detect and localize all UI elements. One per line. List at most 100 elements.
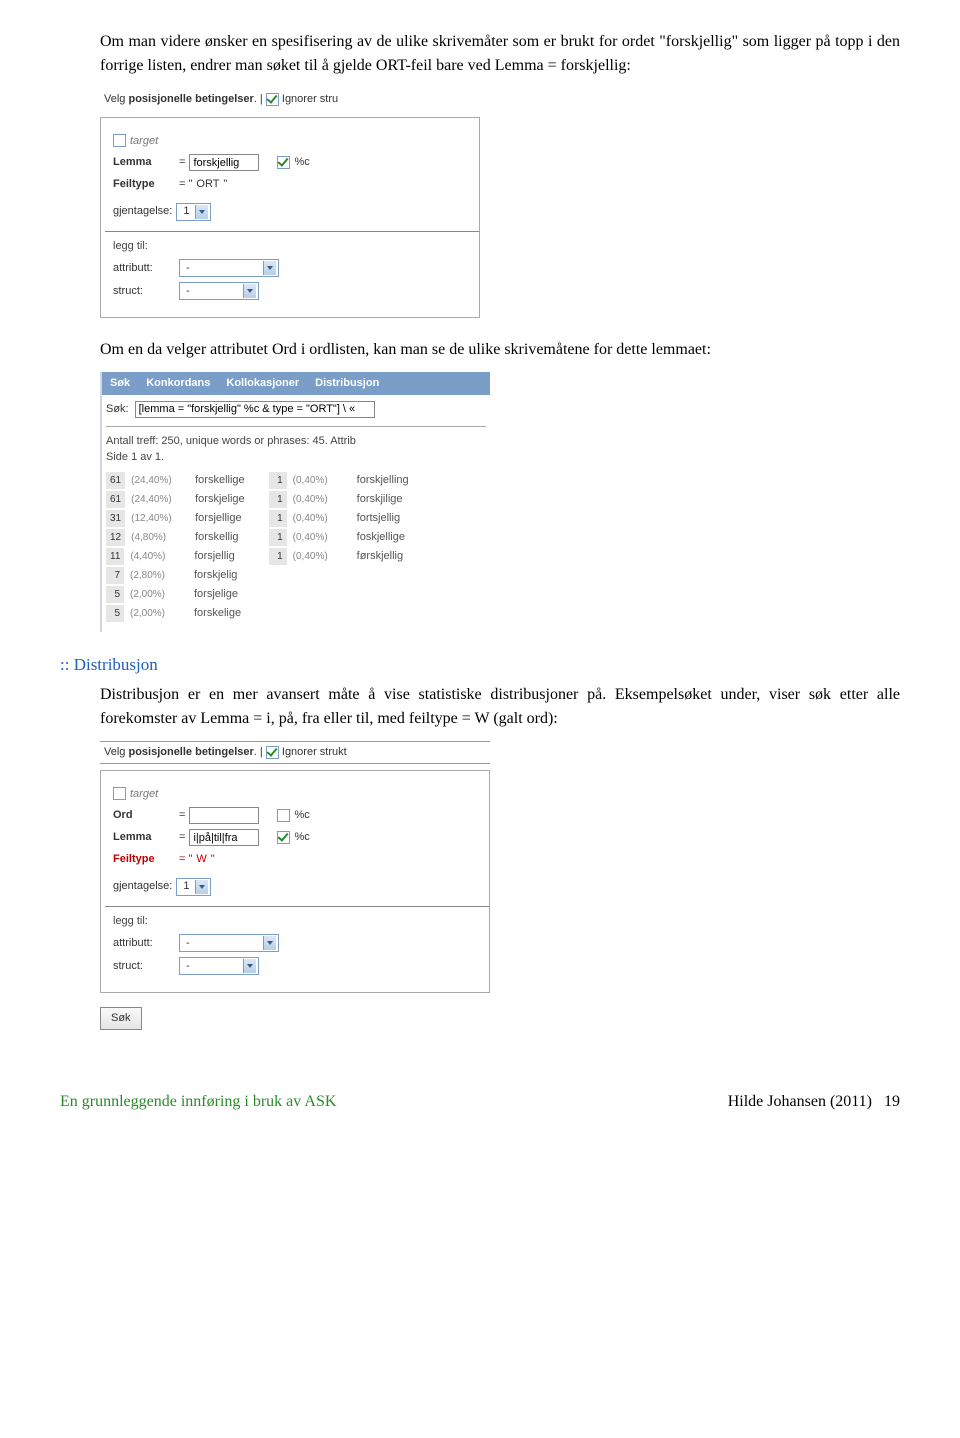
repeat-value: 1 <box>179 878 193 895</box>
count: 1 <box>269 472 287 489</box>
percent: (0,40%) <box>293 530 351 545</box>
results-grid: 61 (24,40%) forskellige 61(24,40%)forskjeli… <box>102 470 490 632</box>
count: 61 <box>106 472 125 489</box>
count: 5 <box>106 605 124 622</box>
query-box: target Lemma = %c Feiltype = "ORT" gjent… <box>100 117 480 319</box>
repeat-value: 1 <box>179 203 193 220</box>
struct-select[interactable]: - <box>179 282 259 300</box>
result-row: 1(0,40%)foskjellige <box>269 529 409 546</box>
feiltype-label: Feiltype <box>113 176 175 193</box>
struct-label: struct: <box>113 283 175 300</box>
word: forsjelige <box>194 586 238 603</box>
repeat-select[interactable]: 1 <box>176 203 211 221</box>
panel1-header: Velg posisjonelle betingelser. | Ignorer… <box>100 88 480 111</box>
search-button[interactable]: Søk <box>100 1007 142 1030</box>
result-row: 1(0,40%)forskjilige <box>269 491 409 508</box>
results-panel: Søk Konkordans Kollokasjoner Distribusjo… <box>100 372 490 632</box>
pc-label: %c <box>294 829 309 846</box>
word: førskjellig <box>357 548 403 565</box>
count: 5 <box>106 586 124 603</box>
count: 12 <box>106 529 125 546</box>
ignore-checkbox[interactable] <box>266 746 279 759</box>
word: forskelige <box>194 605 241 622</box>
ord-input[interactable] <box>189 807 259 824</box>
divider <box>105 231 479 232</box>
result-row: 61(24,40%)forskjelige <box>106 491 245 508</box>
struct-value: - <box>182 958 194 975</box>
lemma-label: Lemma <box>113 154 175 171</box>
attr-select[interactable]: - <box>179 259 279 277</box>
percent: (0,40%) <box>293 549 351 564</box>
attr-label: attributt: <box>113 260 175 277</box>
text-bold: posisjonelle betingelser <box>128 93 253 105</box>
equals: = <box>179 829 185 846</box>
repeat-label: gjentagelse: <box>113 878 172 895</box>
result-row: 1 (0,40%) forskjelling <box>269 472 409 489</box>
result-row: 5(2,00%)forsjelige <box>106 586 245 603</box>
feiltype-value: ORT <box>196 176 219 193</box>
percent: (4,80%) <box>131 530 189 545</box>
percent: (2,00%) <box>130 606 188 621</box>
page-footer: En grunnleggende innføring i bruk av ASK… <box>60 1090 900 1114</box>
paragraph-1: Om man videre ønsker en spesifisering av… <box>60 30 900 78</box>
text: Velg <box>104 93 128 105</box>
equals: = " <box>179 176 192 193</box>
text: Ignorer stru <box>279 93 338 105</box>
percent: (0,40%) <box>293 473 351 488</box>
chevron-down-icon <box>263 936 276 950</box>
divider <box>106 426 486 427</box>
lemma-input[interactable] <box>189 829 259 846</box>
stats-line: Antall treff: 250, unique words or phras… <box>106 433 486 450</box>
repeat-label: gjentagelse: <box>113 203 172 220</box>
search-input[interactable] <box>135 401 375 418</box>
tab-sok[interactable]: Søk <box>110 375 130 392</box>
word: forskellige <box>195 472 245 489</box>
lemma-input[interactable] <box>189 154 259 171</box>
text-bold: posisjonelle betingelser <box>128 746 253 758</box>
percent: (12,40%) <box>131 511 189 526</box>
word: foskjellige <box>357 529 405 546</box>
target-checkbox[interactable] <box>113 134 126 147</box>
struct-select[interactable]: - <box>179 957 259 975</box>
percent: (24,40%) <box>131 492 189 507</box>
pc-checkbox[interactable] <box>277 809 290 822</box>
footer-author-page: Hilde Johansen (2011) 19 <box>728 1090 900 1114</box>
ignore-checkbox[interactable] <box>266 93 279 106</box>
tab-konkordans[interactable]: Konkordans <box>146 375 210 392</box>
result-row: 11(4,40%)forsjellig <box>106 548 245 565</box>
word: forskjelig <box>194 567 237 584</box>
word: forskjelling <box>357 472 409 489</box>
target-checkbox[interactable] <box>113 787 126 800</box>
footer-title: En grunnleggende innføring i bruk av ASK <box>60 1090 336 1114</box>
count: 11 <box>106 548 124 565</box>
chevron-down-icon <box>195 205 208 219</box>
struct-value: - <box>182 283 194 300</box>
equals: = " <box>179 851 192 868</box>
text: Ignorer strukt <box>279 746 347 758</box>
tab-kollokasjoner[interactable]: Kollokasjoner <box>226 375 299 392</box>
quote: " <box>223 176 227 193</box>
query-panel-1: Velg posisjonelle betingelser. | Ignorer… <box>100 88 480 318</box>
tab-distribusjon[interactable]: Distribusjon <box>315 375 379 392</box>
pc-checkbox[interactable] <box>277 156 290 169</box>
attr-value: - <box>182 935 194 952</box>
search-label: Søk: <box>106 401 129 418</box>
attr-select[interactable]: - <box>179 934 279 952</box>
footer-author: Hilde Johansen (2011) <box>728 1093 872 1110</box>
attr-value: - <box>182 260 194 277</box>
stats: Antall treff: 250, unique words or phras… <box>102 429 490 470</box>
count: 1 <box>269 491 287 508</box>
percent: (0,40%) <box>293 511 351 526</box>
pc-checkbox-2[interactable] <box>277 831 290 844</box>
result-row: 5 (2,00%) forskelige <box>106 605 245 622</box>
repeat-select[interactable]: 1 <box>176 878 211 896</box>
panel3-header: Velg posisjonelle betingelser. | Ignorer… <box>100 741 490 764</box>
section-heading-distribusjon: :: Distribusjon <box>60 652 900 678</box>
chevron-down-icon <box>263 261 276 275</box>
percent: (0,40%) <box>293 492 351 507</box>
query-panel-3: Velg posisjonelle betingelser. | Ignorer… <box>100 741 490 1030</box>
count: 31 <box>106 510 125 527</box>
word: fortsjellig <box>357 510 400 527</box>
percent: (2,80%) <box>130 568 188 583</box>
count: 1 <box>269 510 287 527</box>
